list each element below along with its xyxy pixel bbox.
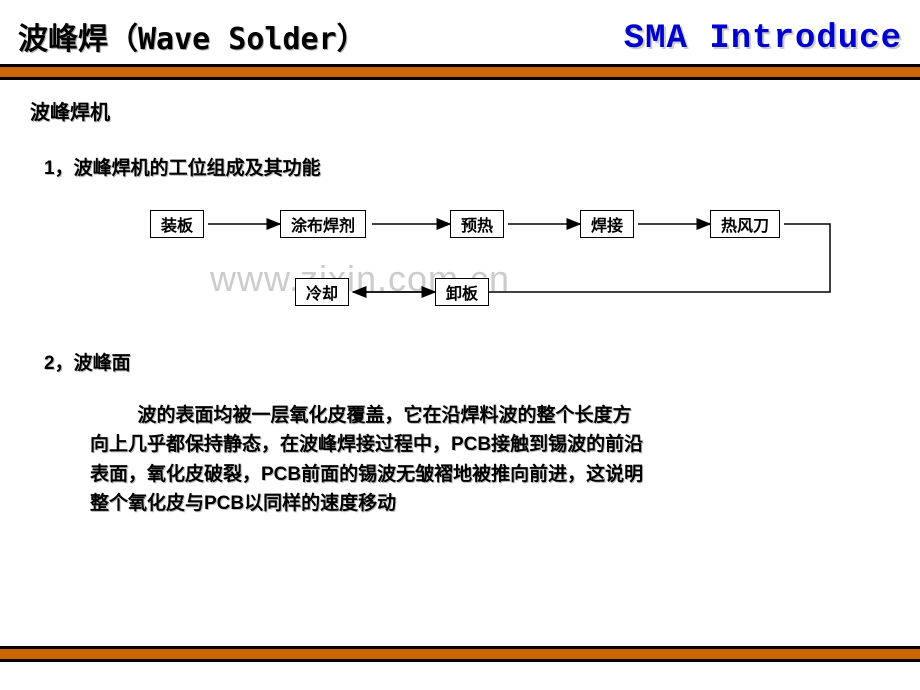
flow-node-2: 涂布焊剂 <box>280 210 366 238</box>
slide-header: 波峰焊（Wave Solder） SMA Introduce <box>0 0 920 64</box>
flowchart: www.zixin.com.cn 装板 涂布焊剂 预热 焊接 热风刀 冷却 卸板 <box>90 210 850 320</box>
slide-title-left: 波峰焊（Wave Solder） <box>18 14 367 58</box>
section1-heading: 1，波峰焊机的工位组成及其功能 <box>44 153 890 180</box>
bar-thick-top <box>0 67 920 77</box>
section2-heading: 2，波峰面 <box>44 348 890 375</box>
bar-thin-bot2 <box>0 659 920 662</box>
section2-body-text: 波的表面均被一层氧化皮覆盖，它在沿焊料波的整个长度方向上几乎都保持静态，在波峰焊… <box>90 405 643 514</box>
slide-content: 波峰焊机 1，波峰焊机的工位组成及其功能 www.zixin.com.cn 装板… <box>0 80 920 529</box>
flow-node-4: 焊接 <box>580 210 634 238</box>
flow-node-7: 卸板 <box>435 278 489 306</box>
flow-node-1: 装板 <box>150 210 204 238</box>
footer-bars <box>0 646 920 662</box>
content-subtitle: 波峰焊机 <box>30 96 890 125</box>
flow-node-5: 热风刀 <box>710 210 780 238</box>
flow-node-6: 冷却 <box>295 278 349 306</box>
bar-thick-bot <box>0 649 920 659</box>
slide-title-right: SMA Introduce <box>624 20 902 58</box>
header-bars <box>0 64 920 80</box>
flow-node-3: 预热 <box>450 210 504 238</box>
section2-body: 波的表面均被一层氧化皮覆盖，它在沿焊料波的整个长度方向上几乎都保持静态，在波峰焊… <box>90 401 650 519</box>
